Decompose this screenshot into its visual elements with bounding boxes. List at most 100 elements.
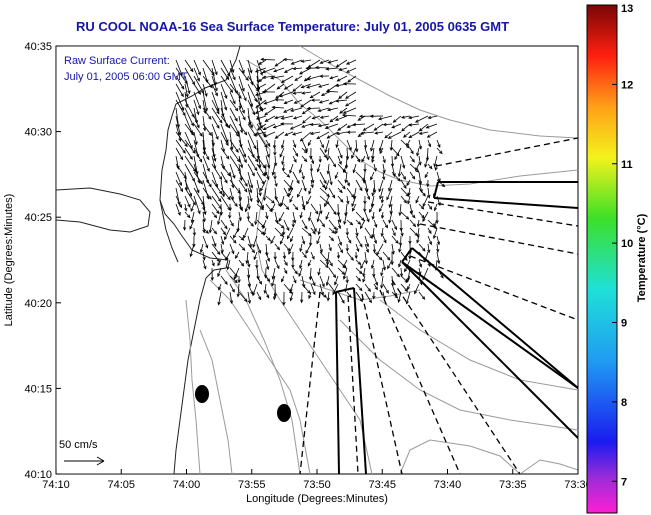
current-vector-head: [363, 168, 367, 173]
current-vector-head: [179, 188, 184, 193]
current-vector: [247, 187, 252, 202]
current-vector-head: [325, 67, 330, 71]
current-vector-head: [416, 152, 420, 157]
current-vector: [211, 59, 218, 75]
current-vector-head: [297, 194, 301, 198]
current-vector-head: [437, 178, 441, 183]
current-vector: [310, 131, 321, 135]
current-vector-head: [425, 157, 430, 162]
current-vector: [306, 83, 321, 88]
current-vector: [334, 171, 339, 179]
current-vector: [229, 155, 241, 172]
current-vector-head: [342, 168, 346, 173]
current-vector: [225, 251, 231, 261]
current-vector-head: [319, 60, 324, 64]
current-vector-head: [266, 258, 270, 262]
current-vector: [238, 211, 242, 221]
current-vector-head: [317, 124, 322, 128]
current-vector: [262, 219, 267, 229]
current-vector-head: [418, 131, 423, 135]
current-vector-head: [282, 231, 286, 236]
current-vector-head: [235, 133, 240, 137]
current-vector-head: [421, 296, 426, 300]
current-vector: [294, 99, 303, 104]
current-vector: [336, 59, 348, 68]
current-vector: [229, 99, 239, 112]
current-vector-head: [230, 222, 234, 227]
current-vector-head: [331, 230, 336, 234]
current-vector-head: [316, 168, 320, 173]
current-vector: [406, 291, 411, 304]
current-vector: [184, 139, 196, 154]
current-vector: [400, 139, 410, 149]
x-axis-ticks: 74:10 74:05 74:00 73:55 73:50 73:45 73:40 73:35…: [42, 469, 592, 491]
current-vector-head: [204, 93, 208, 97]
current-vector-head: [310, 184, 314, 189]
current-vector: [247, 275, 251, 287]
current-vector-head: [339, 189, 343, 194]
current-vector: [202, 107, 212, 120]
current-vector: [238, 163, 242, 181]
current-vector-head: [371, 216, 375, 220]
current-vector-head: [316, 135, 321, 140]
current-vector: [433, 187, 438, 197]
station-marker-1: [195, 385, 209, 403]
current-vector: [369, 203, 375, 213]
current-vector-head: [263, 134, 268, 138]
current-vector-head: [215, 136, 219, 140]
current-vector: [220, 195, 231, 211]
current-vector-head: [346, 200, 350, 205]
current-vector: [193, 163, 200, 184]
current-vector: [370, 139, 375, 152]
current-vector: [289, 163, 294, 174]
current-vector-head: [238, 217, 242, 222]
current-vector-head: [405, 216, 410, 220]
current-vector-head: [384, 134, 388, 139]
current-vector-head: [214, 92, 218, 97]
current-vector: [229, 163, 236, 179]
current-vector: [175, 147, 184, 160]
current-vector: [307, 107, 321, 109]
current-vector: [193, 107, 198, 124]
current-vector-head: [426, 134, 431, 138]
current-vector: [339, 107, 348, 114]
current-vector: [436, 243, 439, 252]
current-vector: [238, 179, 248, 192]
current-vector: [270, 75, 285, 79]
current-vector: [238, 139, 246, 158]
current-vector-head: [424, 163, 428, 168]
current-vector: [391, 243, 394, 255]
current-vector-head: [428, 241, 432, 246]
current-vector-head: [386, 196, 390, 201]
current-vector-head: [316, 218, 320, 223]
current-vector-head: [382, 122, 387, 127]
current-vector-head: [370, 147, 374, 152]
current-vector: [284, 67, 294, 73]
current-vector: [220, 275, 228, 285]
current-vector: [255, 99, 267, 108]
current-vector: [238, 155, 243, 168]
current-vector: [281, 75, 294, 83]
current-vector: [319, 259, 329, 268]
current-vector-head: [228, 207, 232, 212]
current-vector: [256, 115, 267, 120]
current-vector-head: [184, 207, 188, 212]
current-vector: [381, 227, 384, 237]
current-vector: [434, 203, 438, 211]
current-vector: [355, 267, 363, 274]
current-vector: [292, 147, 299, 157]
current-vector-head: [232, 76, 236, 81]
current-vector: [317, 211, 321, 222]
current-vector-head: [224, 95, 228, 100]
current-vector: [408, 115, 420, 119]
current-vector: [391, 171, 401, 182]
current-vector: [265, 251, 270, 262]
current-vector-head: [237, 190, 241, 195]
current-vector-head: [378, 147, 382, 152]
current-vector: [211, 107, 223, 124]
current-vector: [364, 251, 367, 264]
current-vector-head: [288, 192, 292, 197]
current-vector: [319, 139, 324, 148]
current-vector-head: [244, 298, 248, 303]
current-vector: [254, 131, 267, 136]
